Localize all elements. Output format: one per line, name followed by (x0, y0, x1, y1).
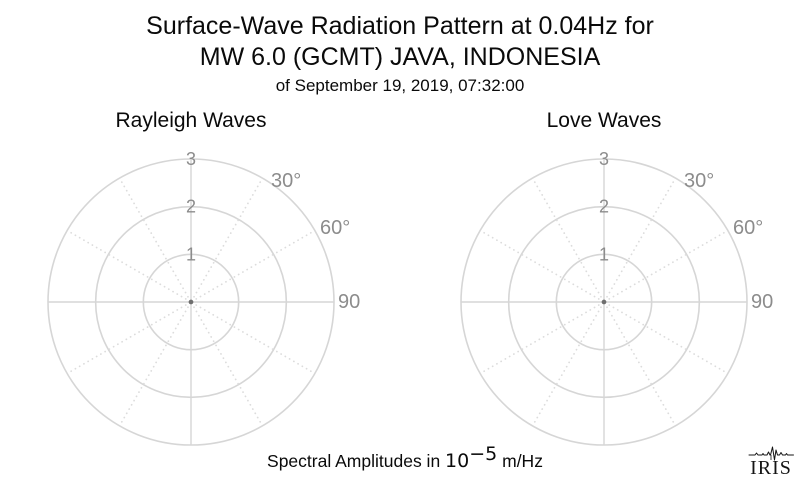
amplitude-units-base: 10 (445, 450, 470, 472)
amplitude-units-suffix: m/Hz (497, 451, 543, 471)
figure-header: Surface-Wave Radiation Pattern at 0.04Hz… (0, 11, 800, 96)
svg-text:3: 3 (186, 149, 196, 169)
amplitude-units-prefix: Spectral Amplitudes in (267, 451, 446, 471)
love-polar-chart: 1 2 3 30° 60° 90° (460, 149, 774, 446)
love-chart-title: Love Waves (546, 109, 662, 132)
svg-text:1: 1 (599, 244, 609, 264)
svg-text:60°: 60° (733, 217, 763, 239)
iris-logo: IRIS (745, 445, 797, 487)
svg-text:2: 2 (599, 197, 609, 217)
svg-text:2: 2 (186, 197, 196, 217)
svg-text:90°: 90° (751, 291, 774, 313)
iris-logo-text: IRIS (750, 457, 792, 479)
svg-text:30°: 30° (684, 170, 714, 192)
rayleigh-polar-chart: 1 2 3 30° 60° 90° (47, 149, 361, 446)
svg-text:60°: 60° (320, 217, 350, 239)
svg-text:90°: 90° (338, 291, 361, 313)
svg-text:3: 3 (599, 149, 609, 169)
seismogram-icon (748, 446, 794, 461)
figure-title-line2: MW 6.0 (GCMT) JAVA, INDONESIA (199, 43, 601, 71)
figure-subtitle: of September 19, 2019, 07:32:00 (275, 76, 525, 95)
svg-text:30°: 30° (271, 170, 301, 192)
footer-caption: Spectral Amplitudes in 10−5 m/Hz (10, 445, 800, 472)
svg-text:1: 1 (186, 244, 196, 264)
amplitude-units-exponent: −5 (469, 443, 498, 466)
rayleigh-chart-title: Rayleigh Waves (115, 109, 267, 132)
figure-title-line1: Surface-Wave Radiation Pattern at 0.04Hz… (146, 12, 654, 40)
